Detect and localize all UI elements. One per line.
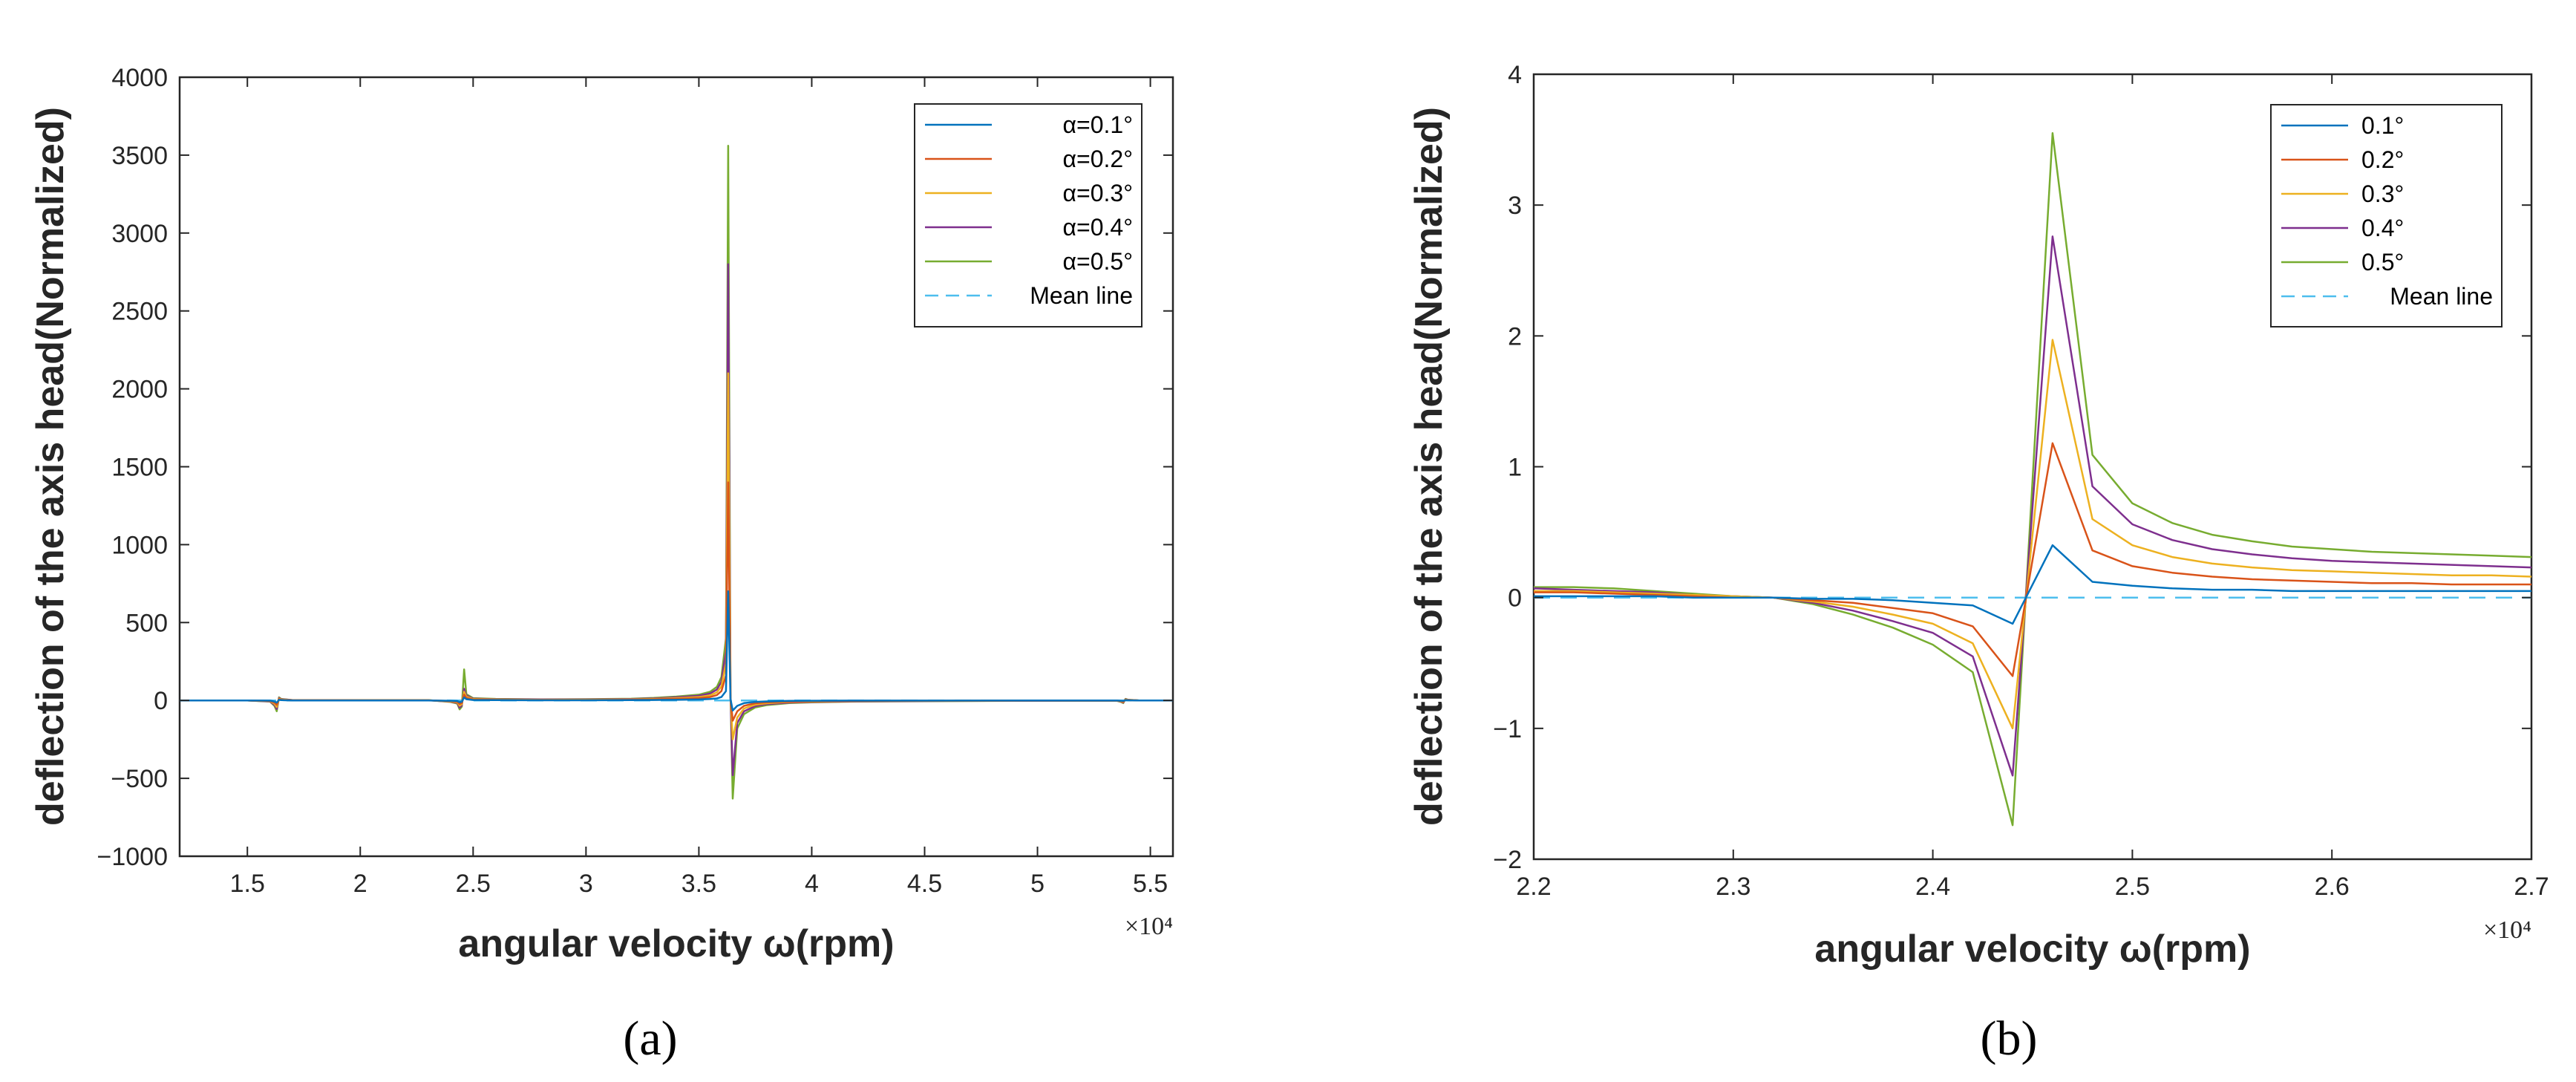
panel-a-y-tick-label: 1500 — [111, 454, 168, 482]
panel-a-x-tick-label: 5.5 — [1133, 870, 1168, 898]
panel-a-legend: α=0.1° α=0.2° α=0.3° α=0.4° α=0.5° Mean line — [914, 103, 1142, 327]
panel-b-legend: 0.1° 0.2° 0.3° 0.4° 0.5° Mean line — [2270, 104, 2503, 327]
panel-b-x-tick-label: 2.7 — [2514, 873, 2549, 901]
panel-b-legend-label: Mean line — [2390, 283, 2493, 310]
panel-a-caption: (a) — [623, 1011, 677, 1066]
panel-b-y-tick-label: 3 — [1508, 192, 1522, 220]
panel-b-caption: (b) — [1981, 1011, 2038, 1066]
panel-a-y-tick-label: −500 — [111, 765, 168, 793]
panel-a-ticks: 1.5 2 2.5 3 3.5 4 4.5 5 5.5 −1000 −500 0 500 1000 1500… — [97, 64, 1173, 898]
panel-a-y-tick-label: 3000 — [111, 220, 168, 248]
panel-b-x-tick-label: 2.3 — [1716, 873, 1750, 901]
panel-a-legend-label: α=0.3° — [1063, 180, 1133, 206]
panel-b-y-tick-label: 4 — [1508, 61, 1522, 89]
panel-b-series-line-3 — [1534, 339, 2531, 730]
panel-b-series-line-2 — [1534, 442, 2531, 677]
panel-b-y-tick-label: −1 — [1493, 715, 1522, 743]
panel-b-y-tick-label: 1 — [1508, 454, 1522, 482]
panel-b-legend-label: 0.1° — [2361, 112, 2404, 139]
panel-a-x-axis-label: angular velocity ω(rpm) — [458, 922, 894, 965]
panel-a-y-tick-label: 3500 — [111, 142, 168, 170]
panel-a-legend-label: α=0.4° — [1063, 214, 1133, 241]
panel-b-y-tick-label: 2 — [1508, 322, 1522, 351]
panel-b-y-tick-label: −2 — [1493, 846, 1522, 874]
panel-b-x-tick-label: 2.2 — [1516, 873, 1551, 901]
panel-a-chart: 1.5 2 2.5 3 3.5 4 4.5 5 5.5 −1000 −500 0 500 1000 1500… — [29, 64, 1174, 1066]
panel-a-legend-label: Mean line — [1030, 282, 1133, 309]
panel-a-legend-box — [914, 103, 1142, 327]
panel-b-legend-label: 0.3° — [2361, 180, 2404, 207]
panel-a-x-tick-label: 2.5 — [456, 870, 491, 898]
panel-b-x-axis-label: angular velocity ω(rpm) — [1814, 928, 2250, 971]
panel-b-legend-box — [2270, 104, 2503, 327]
panel-a-y-tick-label: 2000 — [111, 376, 168, 404]
panel-b-x-tick-label: 2.4 — [1915, 873, 1950, 901]
panel-b-x-tick-label: 2.5 — [2115, 873, 2150, 901]
panel-b-y-axis-label: deflection of the axis head(Normalized) — [1408, 107, 1451, 826]
panel-b-legend-label: 0.5° — [2361, 249, 2404, 276]
panel-a-y-tick-label: 2500 — [111, 298, 168, 326]
panel-a-x-tick-label: 5 — [1030, 870, 1045, 898]
panel-a-x-tick-label: 3.5 — [681, 870, 716, 898]
panel-a-x-tick-label: 4 — [805, 870, 819, 898]
panel-a-x-tick-label: 1.5 — [230, 870, 265, 898]
panel-a-series-line-1 — [180, 590, 1173, 712]
panel-a-series-layer — [180, 145, 1173, 800]
panel-b-x-tick-label: 2.6 — [2315, 873, 2350, 901]
panel-b-legend-label: 0.4° — [2361, 215, 2404, 241]
panel-a-y-axis-label: deflection of the axis head(Normalized) — [29, 107, 72, 826]
panel-a-y-tick-label: 4000 — [111, 64, 168, 92]
panel-b-chart: 2.2 2.3 2.4 2.5 2.6 2.7 −2 −1 0 1 2 3 4 angular velo… — [1408, 61, 2549, 1066]
panel-a-legend-label: α=0.5° — [1063, 248, 1133, 275]
panel-a-y-tick-label: 500 — [125, 609, 168, 637]
panel-a-x-tick-label: 3 — [579, 870, 593, 898]
panel-b-series-layer — [1534, 132, 2531, 827]
panel-a-x-tick-label: 4.5 — [907, 870, 942, 898]
panel-b-series-line-5 — [1534, 132, 2531, 827]
panel-a-y-tick-label: −1000 — [97, 843, 169, 871]
panel-b-x-multiplier: ×10⁴ — [2483, 916, 2531, 944]
panel-a-x-tick-label: 2 — [353, 870, 367, 898]
panel-a-y-tick-label: 1000 — [111, 531, 168, 559]
panel-b-ticks: 2.2 2.3 2.4 2.5 2.6 2.7 −2 −1 0 1 2 3 4 — [1493, 61, 2549, 901]
panel-a-x-multiplier: ×10⁴ — [1125, 913, 1173, 940]
panel-a-legend-label: α=0.2° — [1063, 146, 1133, 172]
panel-a-y-tick-label: 0 — [154, 687, 168, 715]
panel-b-legend-label: 0.2° — [2361, 146, 2404, 173]
panel-b-series-line-1 — [1534, 544, 2531, 625]
panel-a-legend-label: α=0.1° — [1063, 111, 1133, 138]
panel-b-y-tick-label: 0 — [1508, 584, 1522, 613]
